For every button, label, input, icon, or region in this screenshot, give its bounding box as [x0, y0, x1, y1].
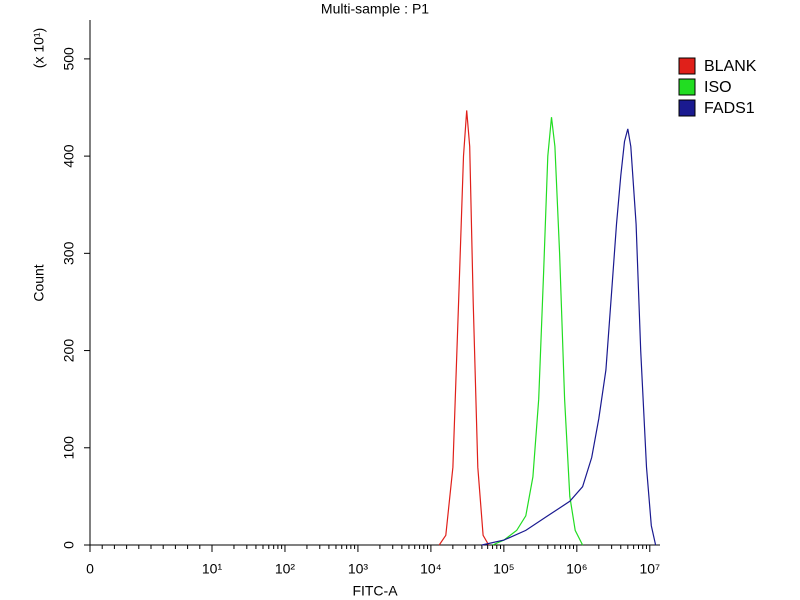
x-tick-label: 10⁷ — [639, 561, 660, 577]
histogram-line — [438, 110, 490, 546]
x-axis-label: FITC-A — [352, 583, 398, 599]
y-axis-label: Count — [31, 264, 47, 301]
chart-title: Multi-sample : P1 — [321, 1, 429, 17]
legend-swatch — [678, 78, 696, 96]
legend-swatch — [678, 57, 696, 75]
legend-swatch — [678, 99, 696, 117]
histogram-line — [492, 117, 584, 546]
x-tick-label: 10² — [275, 561, 296, 577]
y-tick-label: 300 — [61, 241, 77, 265]
y-tick-label: 400 — [61, 144, 77, 168]
y-tick-label: 0 — [61, 541, 77, 549]
x-tick-label: 10⁴ — [420, 561, 442, 577]
y-tick-label: 100 — [61, 436, 77, 460]
x-tick-label: 10⁶ — [566, 561, 587, 577]
y-multiplier: (x 10¹) — [31, 28, 47, 68]
y-tick-label: 200 — [61, 339, 77, 363]
legend-label: BLANK — [704, 58, 757, 75]
histogram-line — [481, 128, 657, 546]
legend-label: ISO — [704, 79, 732, 96]
x-tick-label: 10³ — [348, 561, 369, 577]
x-tick-label: 10¹ — [202, 561, 223, 577]
legend-label: FADS1 — [704, 100, 755, 117]
y-tick-label: 500 — [61, 47, 77, 71]
x-tick-label: 0 — [86, 561, 94, 577]
x-tick-label: 10⁵ — [493, 561, 514, 577]
